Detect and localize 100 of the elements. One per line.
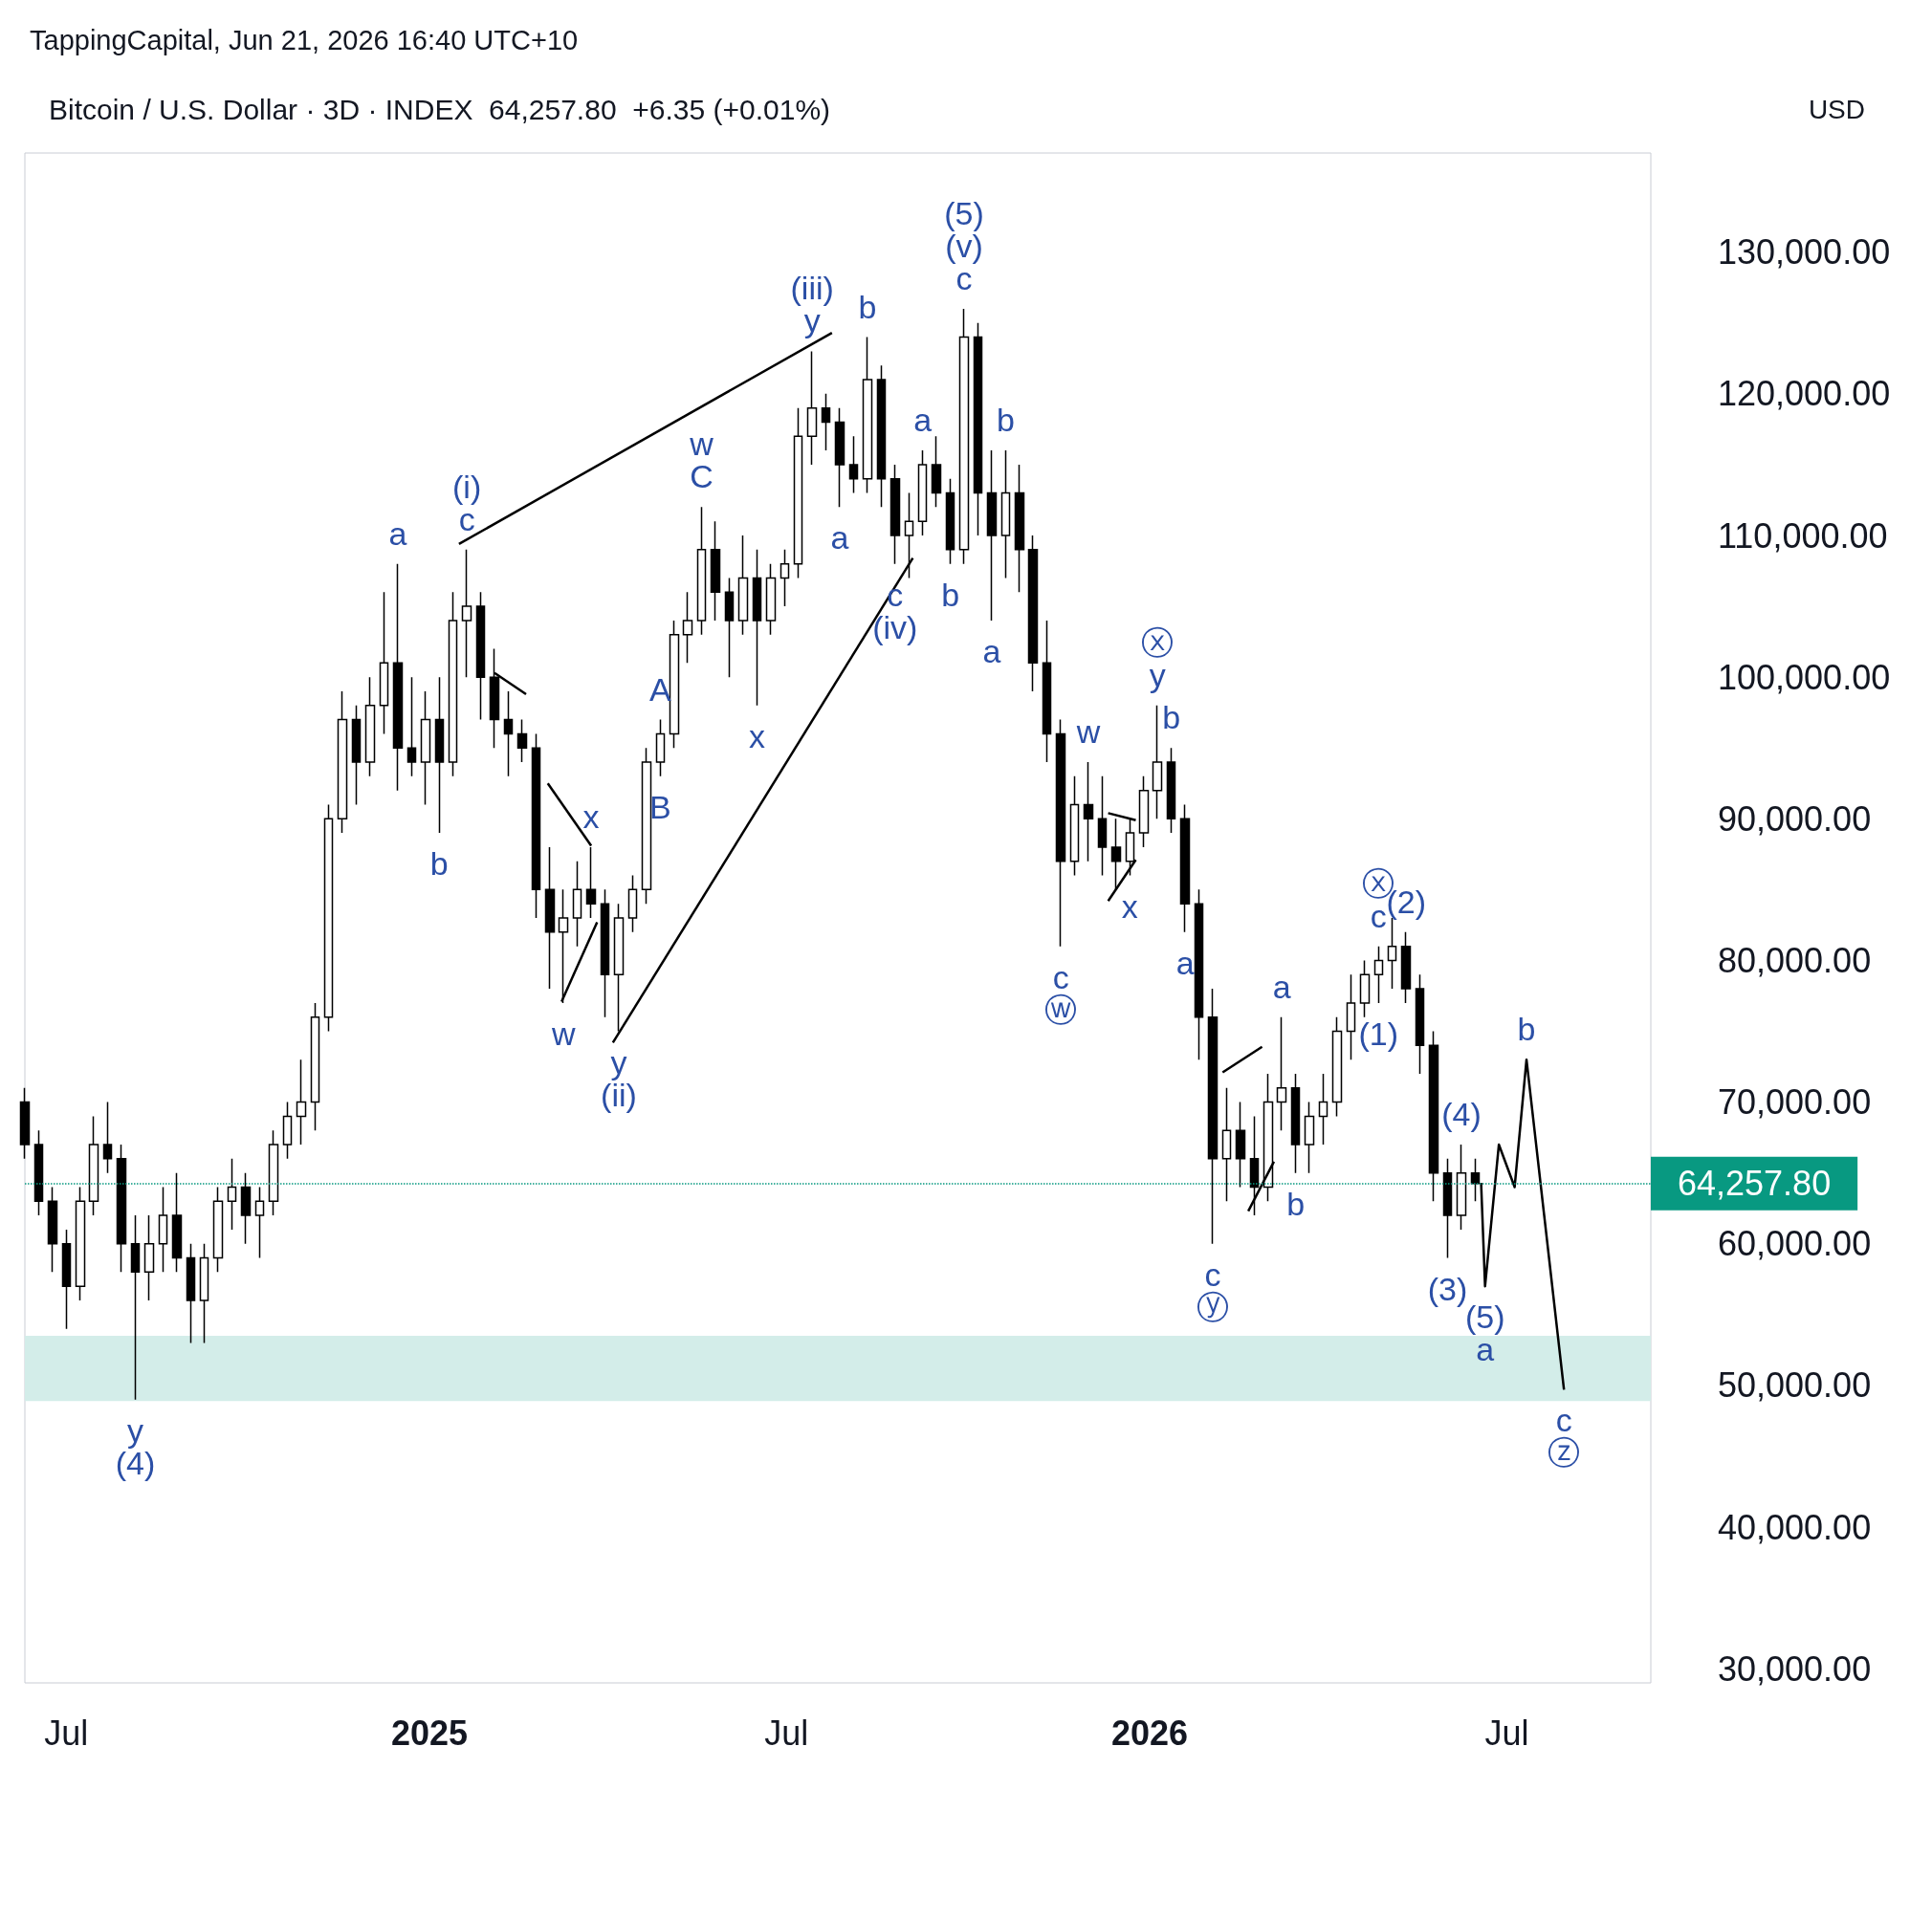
candlestick <box>1290 1073 1301 1174</box>
candlestick <box>47 1186 58 1274</box>
candlestick <box>724 577 735 678</box>
annotation: (4) <box>1441 1096 1482 1133</box>
annotation: x <box>748 717 765 754</box>
y-tick-label: 80,000.00 <box>1718 940 1872 980</box>
y-tick-label: 30,000.00 <box>1718 1648 1872 1689</box>
annotation: ⓩ <box>1548 1434 1581 1472</box>
annotation: x <box>1121 887 1138 925</box>
candlestick <box>310 1002 320 1131</box>
candlestick <box>958 308 970 565</box>
candlestick <box>1083 761 1094 862</box>
candlestick <box>254 1186 265 1259</box>
annotation: c <box>955 259 973 296</box>
candlestick <box>1346 973 1356 1060</box>
candlestick <box>227 1158 237 1231</box>
candlestick <box>1138 775 1150 848</box>
candlestick <box>379 591 389 735</box>
candlestick <box>1069 775 1080 877</box>
annotation: b <box>1286 1185 1306 1222</box>
candlestick <box>212 1186 224 1274</box>
annotation: b <box>996 402 1015 439</box>
candlestick <box>364 676 376 777</box>
annotation: b <box>429 845 449 883</box>
annotation: x <box>582 797 600 835</box>
annotation: a <box>830 519 849 557</box>
candlestick <box>1470 1158 1481 1203</box>
candlestick <box>296 1059 307 1146</box>
candlestick <box>448 591 458 777</box>
annotation: b <box>941 576 960 613</box>
candlestick <box>1415 973 1425 1075</box>
candlestick <box>351 705 362 806</box>
candlestick <box>1014 464 1025 594</box>
y-tick-label: 130,000.00 <box>1718 232 1891 273</box>
candlestick <box>1331 1015 1343 1118</box>
candlestick <box>461 549 472 678</box>
candlestick <box>889 464 901 565</box>
candlestick <box>876 364 887 509</box>
candlestick <box>793 406 803 579</box>
candlestick <box>627 874 638 933</box>
candlestick <box>158 1186 168 1274</box>
candlestick <box>572 860 582 948</box>
candlestick <box>655 718 666 777</box>
candlestick <box>1194 888 1204 1060</box>
candlestick <box>765 562 777 636</box>
candlestick <box>710 520 721 622</box>
annotation: B <box>648 788 671 825</box>
candlestick <box>806 350 818 466</box>
annotation: w <box>550 1015 576 1052</box>
candlestick <box>1235 1101 1246 1189</box>
candlestick <box>88 1115 99 1216</box>
candlestick <box>848 435 859 494</box>
candlestick <box>1456 1144 1467 1231</box>
text: USD <box>1808 94 1866 124</box>
y-tick-label: 100,000.00 <box>1718 657 1891 697</box>
candlestick <box>102 1101 113 1174</box>
x-tick-label: 2026 <box>1110 1713 1189 1753</box>
ref-line-label: 64,257.80 <box>1678 1164 1832 1204</box>
candlestick <box>821 393 831 451</box>
candlestick <box>337 690 348 834</box>
x-tick-label: 2025 <box>390 1713 468 1753</box>
candlestick <box>1400 931 1412 1004</box>
candlestick <box>1304 1101 1315 1174</box>
candlestick <box>641 747 652 905</box>
candlestick <box>973 322 983 536</box>
y-tick-label: 50,000.00 <box>1718 1365 1872 1406</box>
candlestick <box>1179 803 1191 933</box>
candlestick <box>1373 945 1384 1004</box>
annotation: (1) <box>1358 1015 1399 1052</box>
candlestick <box>434 676 445 834</box>
candlestick <box>130 1214 141 1401</box>
candlestick <box>420 690 431 806</box>
candlestick <box>1276 1015 1287 1131</box>
candlestick <box>323 803 334 1033</box>
candlestick <box>116 1144 127 1274</box>
annotation: w <box>1075 713 1101 751</box>
candlestick <box>1318 1073 1328 1146</box>
candlestick <box>1152 705 1163 820</box>
annotation: a <box>1175 944 1195 981</box>
x-tick-label: Jul <box>764 1713 809 1753</box>
candlestick <box>61 1229 72 1330</box>
candlestick <box>1166 747 1176 834</box>
annotation: a <box>388 514 407 552</box>
candlestick <box>1055 718 1066 948</box>
candlestick <box>1359 959 1371 1018</box>
candlestick <box>186 1242 196 1344</box>
candlestick <box>779 549 790 607</box>
y-tick-label: 90,000.00 <box>1718 798 1872 839</box>
candlestick <box>544 846 556 990</box>
candlestick <box>268 1129 279 1216</box>
x-tick-label: Jul <box>44 1713 89 1753</box>
candlestick <box>19 1087 31 1160</box>
candlestick <box>1428 1030 1439 1203</box>
candlestick <box>1442 1158 1453 1259</box>
candlestick <box>737 535 749 636</box>
annotation: ⓧ <box>1141 623 1175 661</box>
y-tick-label: 110,000.00 <box>1718 515 1888 556</box>
annotation: a <box>982 632 1001 669</box>
candlestick <box>600 888 610 1018</box>
annotation: b <box>858 288 877 325</box>
